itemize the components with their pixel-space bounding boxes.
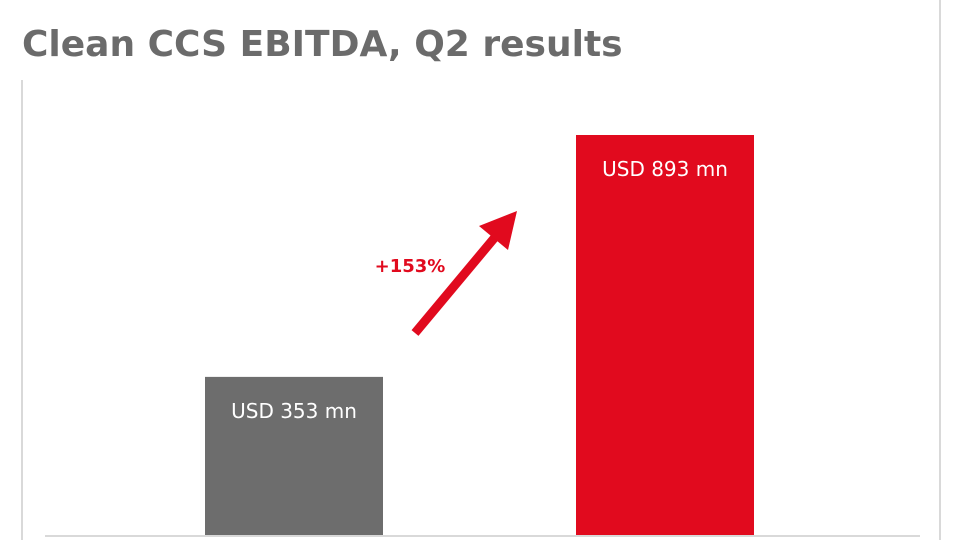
arrow-shaft [411, 233, 500, 336]
arrow-head [479, 211, 517, 250]
bar [205, 376, 383, 535]
value-label: USD 353 mn [231, 399, 357, 423]
chart-title: Clean CCS EBITDA, Q2 results [22, 24, 623, 65]
bar [576, 135, 754, 535]
growth-arrow [411, 211, 517, 336]
annotation: +153% [375, 256, 446, 277]
value-label: USD 893 mn [602, 157, 728, 181]
